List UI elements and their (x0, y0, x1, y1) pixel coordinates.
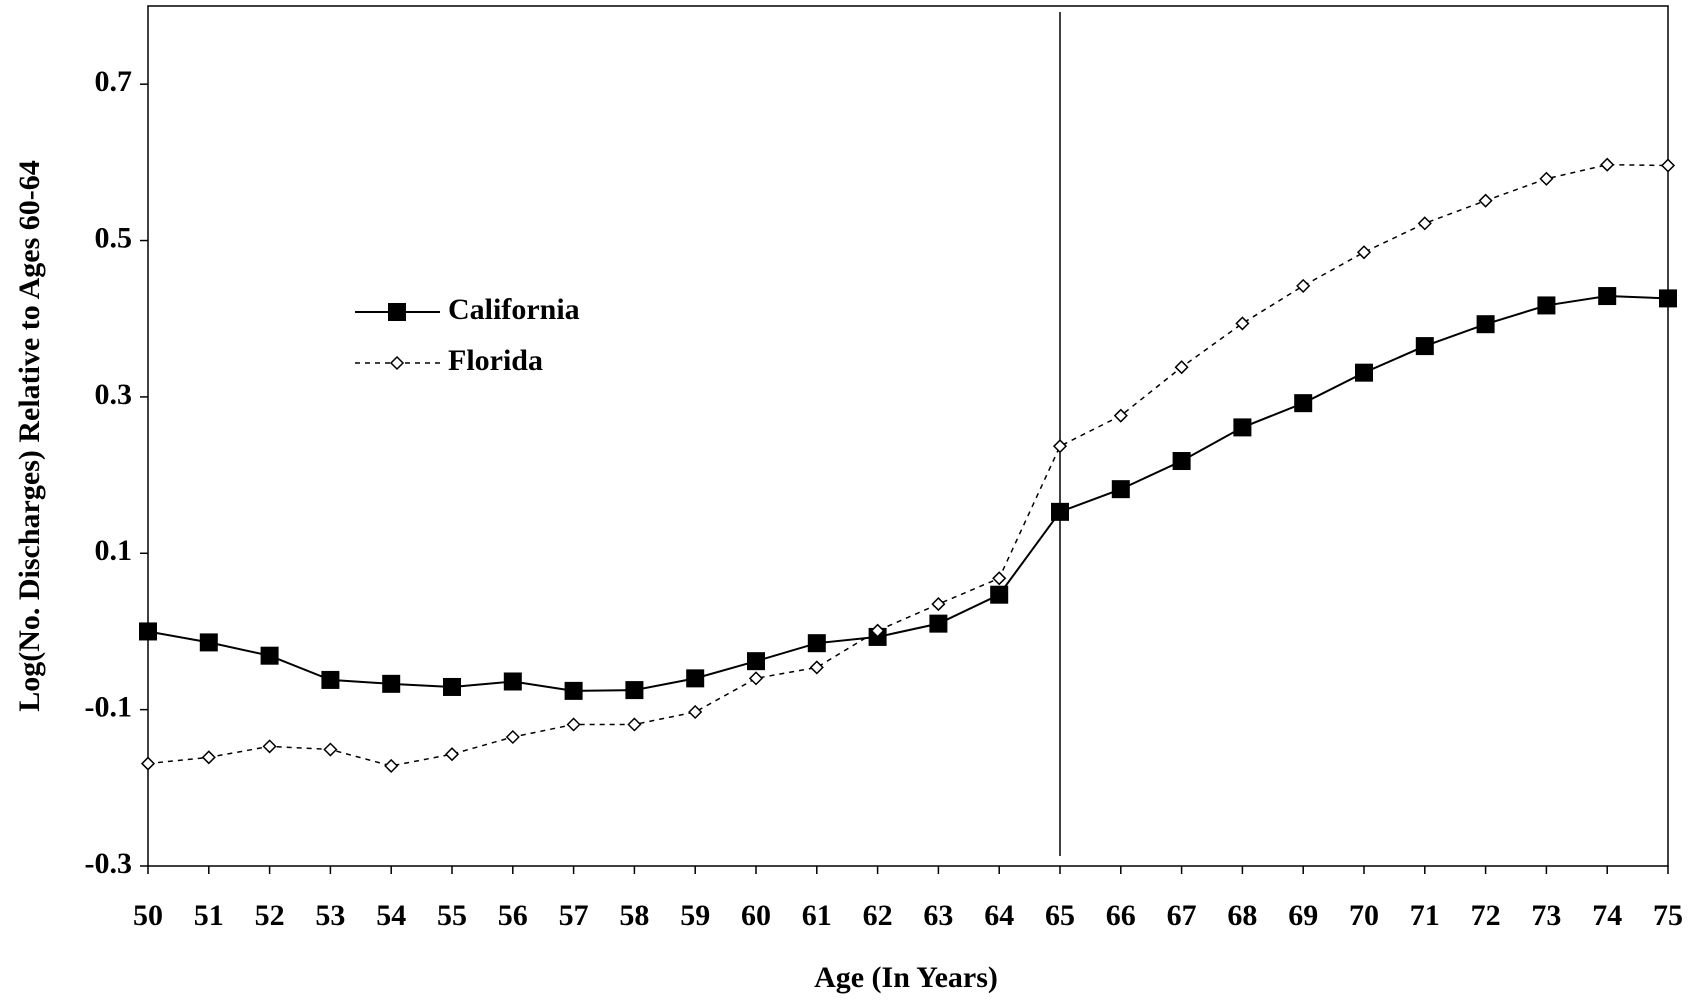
data-point (1659, 289, 1677, 308)
data-point (929, 614, 948, 633)
data-point (748, 671, 764, 686)
x-tick-label: 57 (559, 899, 589, 932)
x-axis-label: Age (In Years) (814, 961, 998, 994)
x-tick-label: 66 (1106, 899, 1136, 932)
data-point (809, 660, 824, 675)
series-line (147, 295, 1669, 692)
data-point (1111, 480, 1130, 499)
data-point (566, 717, 581, 732)
y-tick-label: 0.3 (95, 378, 133, 411)
data-point (140, 756, 156, 771)
y-tick-label: -0.1 (85, 691, 133, 724)
data-point (199, 633, 218, 652)
x-tick-label: 69 (1288, 899, 1318, 932)
data-point (1478, 193, 1493, 208)
data-point (1174, 360, 1189, 375)
x-tick-label: 50 (133, 899, 163, 932)
x-tick-label: 71 (1410, 899, 1440, 932)
y-tick-label: 0.1 (95, 534, 133, 567)
x-tick-label: 75 (1653, 899, 1683, 932)
x-tick-label: 70 (1349, 899, 1379, 932)
x-tick-label: 67 (1167, 899, 1197, 932)
data-point (564, 681, 583, 700)
x-tick-label: 62 (863, 899, 893, 932)
data-point (201, 750, 216, 765)
x-tick-label: 65 (1045, 899, 1075, 932)
x-tick-label: 64 (984, 899, 1014, 932)
data-point (688, 704, 703, 720)
data-point (1294, 394, 1313, 413)
x-tick-label: 51 (194, 899, 224, 932)
data-point (1476, 315, 1495, 334)
x-tick-label: 73 (1531, 899, 1561, 932)
x-tick-label: 53 (315, 899, 345, 932)
y-axis-label: Log(No. Discharges) Relative to Ages 60-… (13, 160, 46, 712)
y-tick-label: 0.5 (95, 221, 133, 254)
data-point (1539, 171, 1554, 186)
data-point (139, 622, 157, 641)
x-tick-label: 60 (741, 899, 771, 932)
data-point (1598, 287, 1617, 306)
data-point (1415, 337, 1434, 356)
data-point (384, 758, 399, 773)
data-point (992, 571, 1007, 586)
y-tick-label: 0.7 (95, 65, 133, 98)
data-point (1417, 216, 1432, 231)
x-tick-label: 63 (923, 899, 953, 932)
data-point (1051, 502, 1069, 521)
data-point (625, 681, 644, 700)
data-point (1356, 245, 1372, 260)
x-tick-label: 59 (680, 899, 710, 932)
data-point (260, 646, 279, 665)
x-tick-label: 55 (437, 899, 467, 932)
x-tick-label: 52 (255, 899, 285, 932)
data-point (807, 634, 826, 653)
legend-marker (388, 303, 406, 321)
data-point (1113, 408, 1128, 423)
data-point (262, 739, 277, 754)
legend-label: California (448, 293, 580, 326)
data-point (321, 670, 340, 689)
x-tick-label: 56 (498, 899, 528, 932)
x-tick-label: 61 (802, 899, 832, 932)
data-point (990, 585, 1009, 604)
data-point (1537, 296, 1556, 315)
x-tick-label: 54 (376, 899, 406, 932)
data-point (1600, 157, 1615, 172)
data-point (382, 674, 401, 693)
data-point (444, 747, 460, 762)
data-point (1660, 158, 1676, 173)
data-point (870, 623, 885, 638)
data-point (931, 597, 946, 612)
data-point (747, 652, 765, 671)
data-point (1052, 439, 1068, 454)
x-tick-label: 68 (1227, 899, 1257, 932)
data-point (1235, 316, 1250, 331)
legend-label: Florida (448, 344, 543, 377)
data-point (443, 677, 461, 696)
data-point (505, 729, 520, 745)
data-point (503, 672, 522, 691)
series-line (147, 163, 1669, 767)
legend-marker (389, 355, 405, 371)
x-tick-label: 72 (1471, 899, 1501, 932)
data-point (627, 717, 642, 732)
data-point (1296, 278, 1311, 293)
x-tick-label: 58 (619, 899, 649, 932)
plot-frame (147, 5, 1669, 867)
data-point (686, 669, 705, 688)
data-point (323, 742, 338, 757)
data-point (1172, 452, 1191, 471)
data-point (1355, 363, 1373, 382)
data-point (1233, 418, 1252, 437)
y-tick-label: -0.3 (85, 847, 133, 880)
x-tick-label: 74 (1592, 899, 1622, 932)
